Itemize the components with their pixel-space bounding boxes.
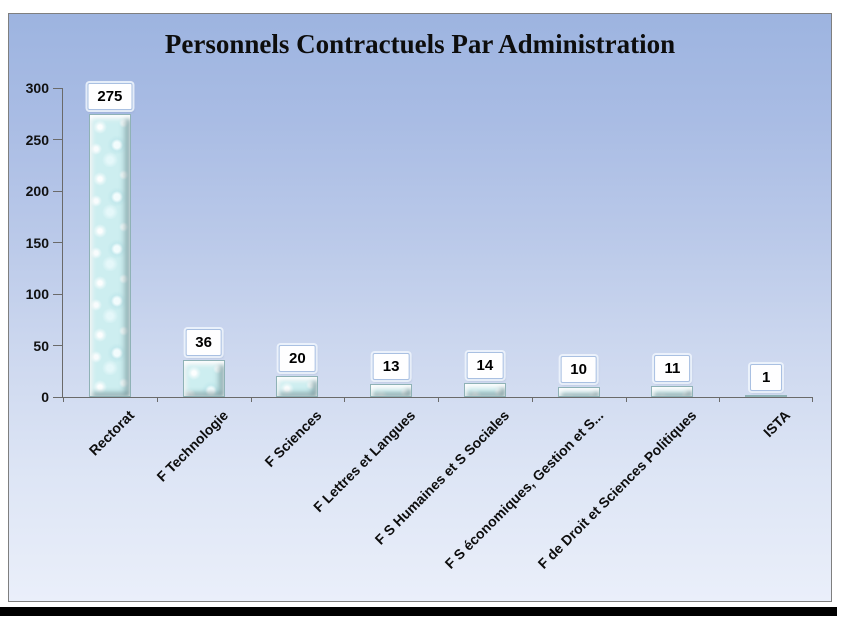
y-axis-tick-label: 150: [25, 234, 49, 251]
x-axis-tick: [344, 397, 346, 402]
category-label: F Technologie: [153, 407, 231, 485]
bar: [463, 383, 506, 397]
chart-title: Personnels Contractuels Par Administrati…: [164, 29, 676, 59]
y-axis-tick: [53, 396, 63, 398]
x-axis-tick: [719, 397, 721, 402]
category-label: F Sciences: [261, 407, 325, 471]
bar: [557, 387, 600, 397]
y-axis-tick-label: 50: [33, 337, 49, 354]
bar-value-label: 275: [87, 83, 133, 110]
category-label: F S économiques, Gestion et S...: [441, 407, 606, 572]
bar: [88, 114, 131, 397]
chart-frame: Personnels Contractuels Par Administrati…: [8, 13, 832, 602]
x-axis-tick: [531, 397, 533, 402]
bar-value-label: 20: [279, 345, 316, 372]
y-axis-tick: [53, 190, 63, 192]
category-label: F de Droit et Sciences Politiques: [534, 407, 700, 572]
y-axis-tick-label: 300: [25, 80, 49, 96]
bar: [651, 386, 694, 397]
y-axis-tick-label: 200: [25, 183, 49, 199]
bar-value-label: 14: [466, 352, 504, 379]
bottom-border-rule: [0, 607, 837, 616]
bar: [276, 376, 319, 397]
y-axis-tick: [53, 139, 63, 140]
bar-value-label: 1: [750, 364, 783, 391]
bar: [370, 384, 413, 397]
y-axis-tick: [53, 242, 63, 243]
category-label: Rectorat: [85, 407, 138, 459]
plot-area: 0 50 100 150 200 250 300 275 Rectorat 36 F Technol…: [26, 80, 813, 572]
bar-value-label: 11: [654, 355, 691, 382]
bar: [182, 360, 225, 397]
y-axis-tick: [53, 293, 63, 295]
x-axis-tick: [625, 397, 627, 402]
x-axis-tick: [812, 397, 813, 402]
category-label: F Lettres et Langues: [310, 407, 419, 516]
bar-value-label: 10: [560, 356, 597, 383]
bar: [745, 395, 788, 397]
category-label: ISTA: [760, 407, 794, 441]
x-axis-tick: [438, 397, 439, 402]
y-axis-tick-label: 0: [41, 389, 49, 405]
x-axis-tick: [250, 397, 252, 402]
y-axis-tick: [53, 87, 63, 89]
x-axis-tick: [63, 397, 64, 402]
bar-value-label: 36: [185, 329, 222, 356]
bar-value-label: 13: [372, 353, 410, 380]
x-axis-tick: [156, 397, 158, 402]
y-axis-tick-label: 100: [25, 286, 49, 302]
y-axis-tick: [53, 345, 63, 346]
y-axis-tick-label: 250: [25, 131, 49, 148]
